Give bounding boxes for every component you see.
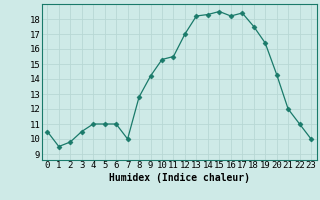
X-axis label: Humidex (Indice chaleur): Humidex (Indice chaleur) — [109, 173, 250, 183]
